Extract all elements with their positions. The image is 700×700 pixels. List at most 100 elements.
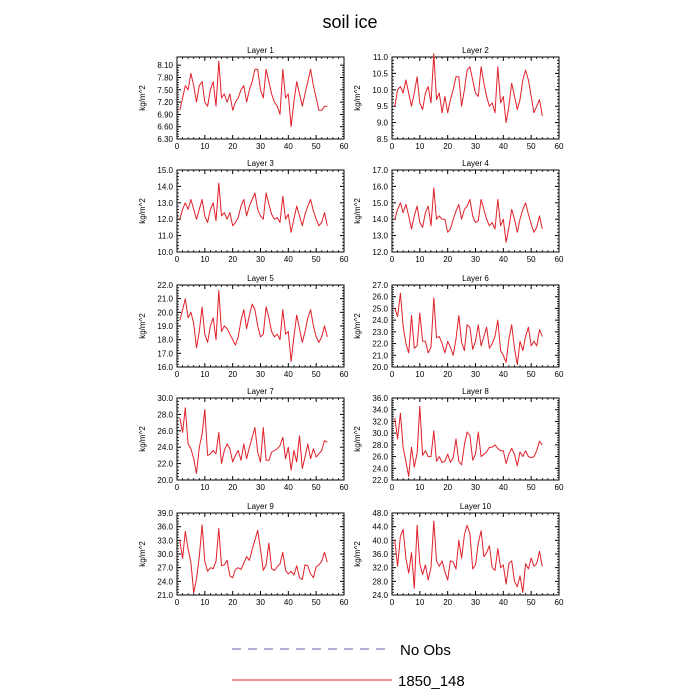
- y-tick-label: 16.0: [372, 182, 388, 191]
- x-tick-label: 20: [228, 142, 237, 151]
- y-axis-label: kg/m^2: [138, 198, 147, 224]
- y-axis-label: kg/m^2: [138, 541, 147, 567]
- y-tick-label: 36.0: [157, 523, 173, 532]
- series-line-1850_148: [394, 53, 543, 124]
- legend-label-1850-148: 1850_148: [398, 673, 465, 690]
- y-tick-label: 24.0: [372, 316, 388, 325]
- panel-title: Layer 10: [460, 502, 492, 511]
- y-tick-label: 24.0: [157, 577, 173, 586]
- x-tick-label: 20: [443, 142, 452, 151]
- x-tick-label: 30: [471, 255, 480, 264]
- x-tick-label: 10: [415, 370, 424, 379]
- y-tick-label: 22.0: [372, 340, 388, 349]
- panel-layer-7: Layer 7 kg/m^2 0 10 20 30 40 50 60 20.0 22.0 24.0 26…: [138, 387, 349, 492]
- x-tick-label: 60: [340, 142, 349, 151]
- legend: No Obs 1850_148: [232, 642, 465, 690]
- x-tick-label: 30: [471, 483, 480, 492]
- x-tick-label: 50: [312, 598, 321, 607]
- panel-title: Layer 6: [462, 274, 489, 283]
- panel-layer-10: Layer 10 kg/m^2 0 10 20 30 40 50 60 24.0 28.0 32.0 3…: [353, 502, 564, 607]
- x-tick-label: 60: [555, 370, 564, 379]
- x-tick-label: 10: [415, 483, 424, 492]
- panel-layer-4: Layer 4 kg/m^2 0 10 20 30 40 50 60 12.0 13.0 14.0 15…: [353, 159, 564, 264]
- x-tick-label: 20: [443, 370, 452, 379]
- x-tick-label: 50: [312, 483, 321, 492]
- x-tick-label: 0: [175, 598, 180, 607]
- y-tick-label: 24.0: [372, 464, 388, 473]
- y-tick-label: 32.0: [372, 564, 388, 573]
- x-tick-label: 50: [527, 255, 536, 264]
- y-tick-label: 20.0: [157, 476, 173, 485]
- x-tick-label: 50: [312, 255, 321, 264]
- y-tick-label: 30.0: [372, 429, 388, 438]
- y-tick-label: 33.0: [157, 536, 173, 545]
- y-tick-label: 21.0: [157, 295, 173, 304]
- y-tick-label: 13.0: [372, 232, 388, 241]
- x-tick-label: 30: [471, 142, 480, 151]
- x-tick-label: 20: [443, 255, 452, 264]
- y-tick-label: 32.0: [372, 417, 388, 426]
- x-tick-label: 40: [499, 142, 508, 151]
- x-tick-label: 0: [175, 483, 180, 492]
- x-tick-label: 0: [175, 142, 180, 151]
- x-tick-label: 10: [200, 142, 209, 151]
- y-tick-label: 22.0: [372, 476, 388, 485]
- y-tick-label: 14.0: [157, 182, 173, 191]
- x-tick-label: 30: [256, 598, 265, 607]
- y-tick-label: 27.0: [372, 281, 388, 290]
- y-tick-label: 7.50: [157, 86, 173, 95]
- y-tick-label: 12.0: [372, 248, 388, 257]
- y-tick-label: 10.0: [372, 86, 388, 95]
- y-tick-label: 10.0: [157, 248, 173, 257]
- panel-layer-3: Layer 3 kg/m^2 0 10 20 30 40 50 60 10.0 11.0 12.0 13…: [138, 159, 349, 264]
- y-tick-label: 24.0: [157, 443, 173, 452]
- y-axis-label: kg/m^2: [353, 198, 362, 224]
- y-axis-label: kg/m^2: [138, 85, 147, 111]
- x-tick-label: 60: [340, 370, 349, 379]
- x-tick-label: 20: [228, 598, 237, 607]
- y-tick-label: 28.0: [372, 577, 388, 586]
- panel-layer-5: Layer 5 kg/m^2 0 10 20 30 40 50 60 16.0 17.0 18.0 19…: [138, 274, 349, 379]
- x-tick-label: 0: [390, 598, 395, 607]
- chart-panels: Layer 1 kg/m^2 0 10 20 30 40 50 60 6.30 6.60 6.90 7.…: [138, 46, 564, 607]
- x-tick-label: 10: [415, 598, 424, 607]
- x-tick-label: 60: [340, 483, 349, 492]
- x-tick-label: 60: [340, 255, 349, 264]
- x-tick-label: 60: [555, 142, 564, 151]
- x-tick-label: 50: [312, 370, 321, 379]
- x-tick-label: 20: [228, 483, 237, 492]
- series-line-1850_148: [394, 520, 543, 593]
- x-tick-label: 60: [555, 255, 564, 264]
- x-tick-label: 20: [228, 255, 237, 264]
- y-tick-label: 28.0: [157, 410, 173, 419]
- y-tick-label: 14.0: [372, 215, 388, 224]
- series-line-1850_148: [394, 292, 543, 366]
- x-tick-label: 50: [527, 598, 536, 607]
- y-tick-label: 26.0: [157, 427, 173, 436]
- x-tick-label: 50: [527, 142, 536, 151]
- y-tick-label: 6.90: [157, 110, 173, 119]
- y-tick-label: 19.0: [157, 322, 173, 331]
- y-axis-label: kg/m^2: [353, 426, 362, 452]
- y-axis-label: kg/m^2: [353, 541, 362, 567]
- x-tick-label: 60: [555, 598, 564, 607]
- series-line-1850_148: [179, 407, 328, 474]
- x-tick-label: 40: [499, 483, 508, 492]
- x-tick-label: 30: [256, 370, 265, 379]
- y-tick-label: 18.0: [157, 336, 173, 345]
- panel-title: Layer 2: [462, 46, 489, 55]
- series-line-1850_148: [394, 405, 543, 477]
- y-tick-label: 16.0: [157, 363, 173, 372]
- y-tick-label: 6.60: [157, 123, 173, 132]
- x-tick-label: 40: [284, 370, 293, 379]
- y-axis-label: kg/m^2: [138, 313, 147, 339]
- y-tick-label: 17.0: [372, 166, 388, 175]
- y-tick-label: 27.0: [157, 564, 173, 573]
- y-tick-label: 39.0: [157, 509, 173, 518]
- y-tick-label: 21.0: [157, 591, 173, 600]
- y-axis-label: kg/m^2: [138, 426, 147, 452]
- y-tick-label: 40.0: [372, 536, 388, 545]
- y-tick-label: 21.0: [372, 351, 388, 360]
- x-tick-label: 40: [284, 483, 293, 492]
- x-tick-label: 20: [228, 370, 237, 379]
